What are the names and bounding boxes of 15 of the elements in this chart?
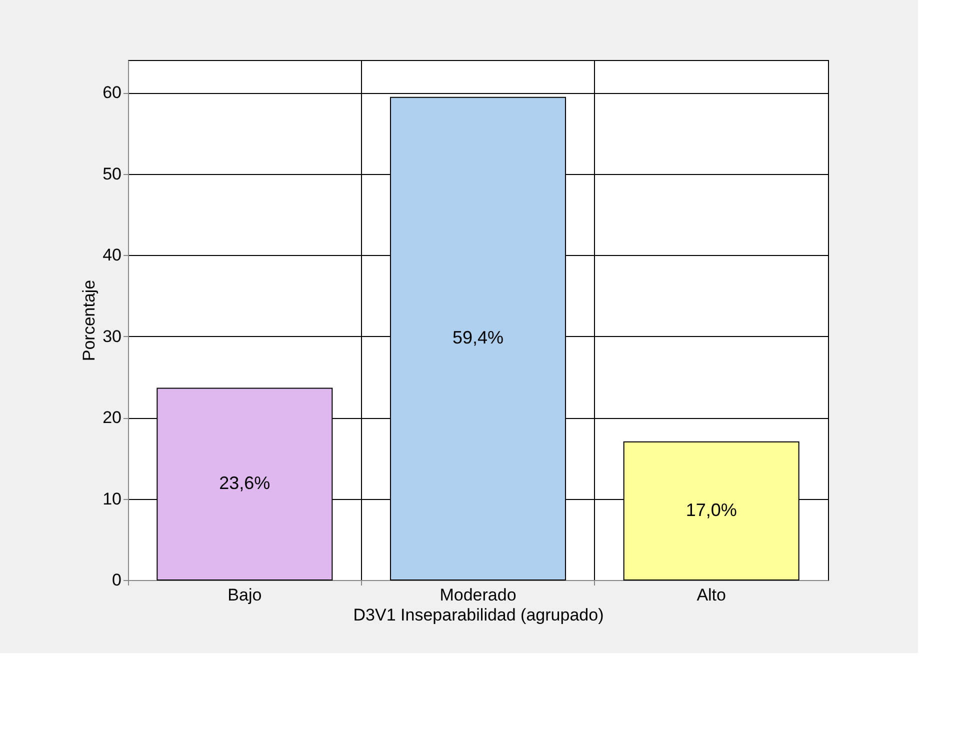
y-tick-label: 60 (102, 83, 122, 102)
y-tick-label: 50 (102, 164, 122, 184)
y-tick-label: 0 (112, 570, 122, 590)
data-label: 23,6% (219, 473, 270, 494)
y-tick-label: 30 (102, 326, 122, 346)
x-tick-label: Alto (696, 586, 726, 604)
x-axis-title: D3V1 Inseparabilidad (agrupado) (353, 606, 604, 624)
data-label: 17,0% (686, 500, 737, 520)
data-label: 59,4% (452, 328, 504, 348)
y-tick-label: 20 (102, 408, 122, 427)
y-tick-label: 40 (102, 246, 122, 264)
x-tick-label: Bajo (228, 586, 262, 604)
y-tick-label: 10 (102, 489, 122, 508)
x-tick-label: Moderado (440, 586, 516, 604)
y-axis-title: Porcentaje (80, 280, 99, 362)
